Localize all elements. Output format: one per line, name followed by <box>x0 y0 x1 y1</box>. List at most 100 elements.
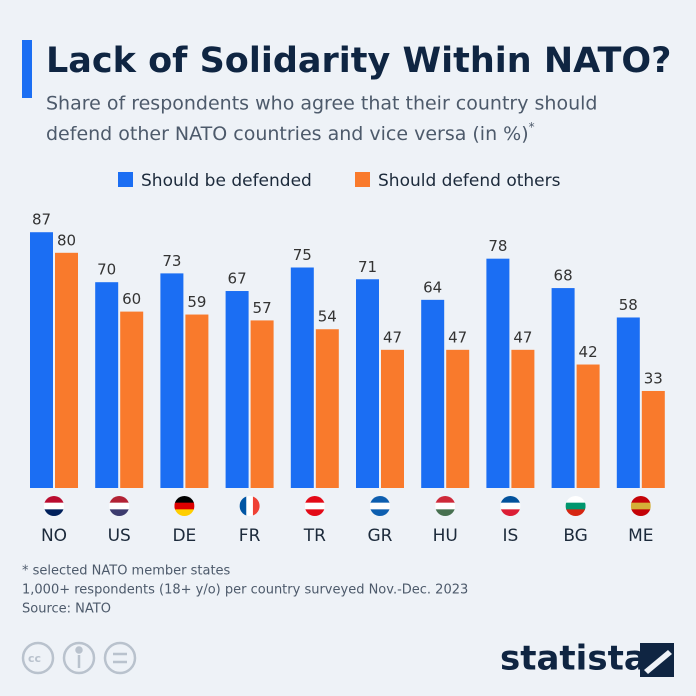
chart-title: Lack of Solidarity Within NATO? <box>46 41 671 81</box>
flag-stripe <box>252 496 260 516</box>
flag <box>565 496 586 516</box>
flag-stripe <box>44 509 64 516</box>
footnote: 1,000+ respondents (18+ y/o) per country… <box>22 583 468 598</box>
flag-stripe <box>109 502 130 510</box>
bar <box>576 364 600 488</box>
x-tick-label: ME <box>628 526 653 546</box>
flag-stripe <box>370 496 390 504</box>
legend-label: Should be defended <box>141 171 312 191</box>
subtitle-line: defend other NATO countries and vice ver… <box>46 120 535 145</box>
bar <box>381 349 404 488</box>
bar <box>250 320 274 488</box>
value-label: 47 <box>513 328 532 346</box>
flag <box>304 496 325 516</box>
flag-stripe <box>500 502 521 510</box>
value-label: 42 <box>579 343 598 361</box>
subtitle-note-mark: * <box>529 120 535 134</box>
flag-stripe <box>239 496 247 516</box>
license-icons <box>21 641 137 675</box>
source: Source: NATO <box>22 602 111 617</box>
flag <box>370 496 390 516</box>
flag <box>500 496 521 516</box>
x-tick-label: TR <box>303 526 326 546</box>
flag-stripe <box>500 509 521 516</box>
value-label: 33 <box>644 369 663 387</box>
bar <box>55 252 78 488</box>
x-tick-label: DE <box>172 526 196 546</box>
flag-stripe <box>565 502 586 510</box>
value-label: 60 <box>122 290 141 308</box>
bar <box>446 349 470 488</box>
value-label: 73 <box>162 252 181 270</box>
flag-stripe <box>174 509 195 516</box>
flag <box>44 496 64 516</box>
flag-stripe <box>370 502 390 510</box>
x-tick-label: NO <box>41 526 67 546</box>
footnote: * selected NATO member states <box>22 564 231 579</box>
logo-mark <box>640 643 674 677</box>
bar <box>356 279 379 488</box>
flag-stripe <box>304 509 325 516</box>
legend-swatch <box>355 172 370 187</box>
value-label: 71 <box>358 258 377 276</box>
flag <box>435 496 456 516</box>
logo: statista <box>500 639 647 679</box>
x-tick-label: GR <box>368 526 393 546</box>
x-tick-label: FR <box>239 526 261 546</box>
bar <box>95 282 119 488</box>
flag-stripe <box>370 509 390 516</box>
flag-stripe <box>246 496 254 516</box>
bar <box>511 349 535 488</box>
bar <box>185 314 209 488</box>
bar <box>30 232 53 488</box>
bar <box>160 273 184 488</box>
flag-stripe <box>435 509 456 516</box>
flag-stripe <box>500 496 521 504</box>
title-accent <box>22 40 32 98</box>
subtitle-text: defend other NATO countries and vice ver… <box>46 123 529 145</box>
flag-stripe <box>109 509 130 516</box>
flag <box>239 496 260 516</box>
flag <box>630 496 651 516</box>
flag-stripe <box>630 509 651 516</box>
bar <box>486 258 510 488</box>
bar <box>120 311 144 488</box>
legend-swatch <box>118 172 133 187</box>
flag-stripe <box>630 502 651 510</box>
flag-stripe <box>174 496 195 504</box>
flag-stripe <box>174 502 195 510</box>
x-tick-label: IS <box>502 526 518 546</box>
flag-stripe <box>304 502 325 510</box>
value-label: 70 <box>97 261 116 279</box>
flag <box>109 496 130 516</box>
bar <box>421 299 445 488</box>
flag-stripe <box>565 496 586 504</box>
value-label: 58 <box>619 296 638 314</box>
value-label: 78 <box>488 237 507 255</box>
value-label: 75 <box>293 246 312 264</box>
value-label: 64 <box>423 278 442 296</box>
x-tick-label: BG <box>563 526 588 546</box>
value-label: 59 <box>187 293 206 311</box>
bar <box>616 317 640 488</box>
flag-stripe <box>44 502 64 510</box>
value-label: 47 <box>383 328 402 346</box>
value-label: 54 <box>318 308 337 326</box>
flag-stripe <box>435 502 456 510</box>
bar <box>315 329 339 488</box>
value-label: 80 <box>57 231 76 249</box>
flag-stripe <box>435 496 456 504</box>
cc-icon-text: cc <box>28 652 41 665</box>
x-tick-label: HU <box>433 526 458 546</box>
flag-stripe <box>109 496 130 504</box>
value-label: 57 <box>253 299 272 317</box>
value-label: 47 <box>448 328 467 346</box>
bar <box>225 291 249 488</box>
bar <box>290 267 314 488</box>
flag-stripe <box>304 496 325 504</box>
flag-stripe <box>630 496 651 504</box>
legend-label: Should defend others <box>378 171 561 191</box>
x-tick-label: US <box>108 526 131 546</box>
bar <box>641 390 665 488</box>
